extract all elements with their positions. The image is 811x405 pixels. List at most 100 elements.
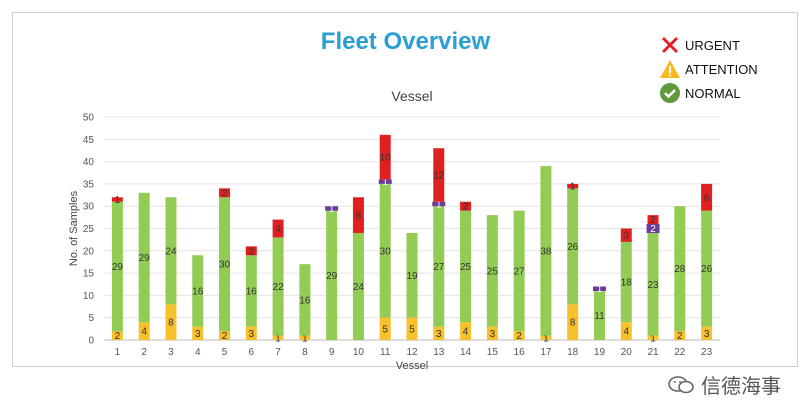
data-label-attention: 1 <box>275 333 281 344</box>
bar-segment-normal <box>647 232 659 336</box>
y-tick-label: 5 <box>88 313 94 324</box>
bar-segment-urgent <box>701 183 713 211</box>
bar-segment-urgent <box>647 215 659 225</box>
bar-segment-normal <box>192 255 204 327</box>
data-label-urgent: 4 <box>275 224 281 235</box>
data-label-normal: 27 <box>433 262 445 273</box>
bar-segment-urgent <box>272 219 284 238</box>
data-label-attention: 1 <box>650 333 656 344</box>
bar-segment-normal <box>245 255 257 327</box>
x-tick-label: 14 <box>460 347 472 358</box>
data-label-urgent: 1 <box>570 182 576 193</box>
x-tick-label: 11 <box>380 347 391 358</box>
bar-segment-normal <box>674 206 686 332</box>
x-tick-label: 23 <box>701 347 713 358</box>
data-label-normal: 29 <box>326 271 338 282</box>
bar-segment-normal <box>272 237 284 336</box>
chart-title: Vessel <box>391 88 432 104</box>
legend-item-normal: NORMAL <box>659 81 758 105</box>
bar-segment-normal <box>111 201 123 332</box>
bar-segment-normal <box>701 210 713 327</box>
x-tick-label: 4 <box>195 347 201 358</box>
data-label-attention: 3 <box>195 329 201 340</box>
bar-segment-attention <box>486 326 498 340</box>
y-tick-label: 15 <box>83 269 95 280</box>
y-tick-label: 0 <box>88 336 94 347</box>
bar-segment-attention <box>272 335 284 340</box>
data-label-attention: 3 <box>490 329 496 340</box>
data-label-urgent: 2 <box>650 215 656 226</box>
x-tick-label: 3 <box>168 347 174 358</box>
data-label-attention: 8 <box>168 318 174 329</box>
bar-segment-attention <box>299 335 311 340</box>
data-label-attention: 1 <box>302 333 308 344</box>
data-label-purple: 2 <box>650 224 656 235</box>
bar-segment-normal <box>460 210 472 323</box>
data-label-purple: 1 <box>436 199 442 210</box>
data-label-attention: 3 <box>704 329 710 340</box>
data-label-attention: 2 <box>115 331 121 342</box>
data-label-normal: 29 <box>112 262 124 273</box>
bar-segment-urgent <box>620 228 632 242</box>
y-tick-label: 10 <box>83 291 95 302</box>
legend-item-urgent: URGENT <box>659 33 758 57</box>
data-label-attention: 8 <box>570 318 576 329</box>
page-title: Fleet Overview <box>320 28 491 55</box>
bar-segment-attention <box>165 304 177 340</box>
bar-segment-attention <box>245 326 257 340</box>
bar-segment-attention <box>111 331 123 340</box>
bar-segment-attention <box>513 331 525 340</box>
data-label-urgent: 8 <box>356 211 362 222</box>
data-label-attention: 4 <box>623 327 629 338</box>
data-label-normal: 26 <box>567 242 579 253</box>
data-label-attention: 3 <box>436 329 442 340</box>
bar-segment-attention <box>433 326 445 340</box>
data-label-attention: 2 <box>677 331 683 342</box>
data-label-attention: 2 <box>516 331 522 342</box>
warning-icon <box>660 60 680 78</box>
y-tick-label: 50 <box>83 113 95 124</box>
bar-segment-urgent <box>111 197 123 202</box>
y-tick-label: 35 <box>83 179 95 190</box>
bar-segment-normal <box>567 188 579 305</box>
x-tick-label: 18 <box>567 347 579 358</box>
data-label-urgent: 2 <box>222 188 228 199</box>
bar-segment-normal <box>379 183 391 318</box>
y-tick-label: 45 <box>83 135 95 146</box>
bar-segment-attention <box>460 322 472 340</box>
data-label-attention: 4 <box>463 327 469 338</box>
data-label-normal: 11 <box>594 311 605 322</box>
data-label-normal: 24 <box>165 246 177 257</box>
data-label-urgent: 12 <box>433 170 445 181</box>
data-label-purple: 1 <box>329 204 335 215</box>
bar-segment-attention <box>379 317 391 340</box>
x-tick-label: 12 <box>406 347 418 358</box>
data-label-purple: 1 <box>382 177 388 188</box>
data-label-normal: 18 <box>621 278 633 289</box>
bar-segment-normal <box>433 206 445 327</box>
y-axis-label: No. of Samples <box>68 190 80 266</box>
bar-segment-attention <box>138 322 150 340</box>
bar-segment-attention <box>567 304 579 340</box>
x-icon <box>662 37 678 53</box>
bar-segment-attention <box>647 335 659 340</box>
data-label-purple: 1 <box>597 284 603 295</box>
legend-label-normal: NORMAL <box>685 85 741 101</box>
y-tick-label: 20 <box>83 246 95 257</box>
bar-segment-normal <box>406 232 418 318</box>
bar-segment-attention <box>540 335 552 340</box>
data-label-normal: 26 <box>701 264 713 275</box>
data-label-normal: 30 <box>380 246 392 257</box>
x-tick-label: 9 <box>329 347 335 358</box>
data-label-urgent: 3 <box>623 231 629 242</box>
x-tick-label: 19 <box>594 347 606 358</box>
y-tick-label: 40 <box>83 157 95 168</box>
bar-segment-normal <box>219 197 231 332</box>
legend-item-attention: ATTENTION <box>659 57 758 81</box>
watermark-text: 信德海事 <box>701 376 781 398</box>
data-label-attention: 4 <box>141 327 147 338</box>
bar-segment-purple <box>325 206 339 211</box>
bar-segment-urgent <box>219 188 231 198</box>
data-label-normal: 22 <box>273 282 285 293</box>
